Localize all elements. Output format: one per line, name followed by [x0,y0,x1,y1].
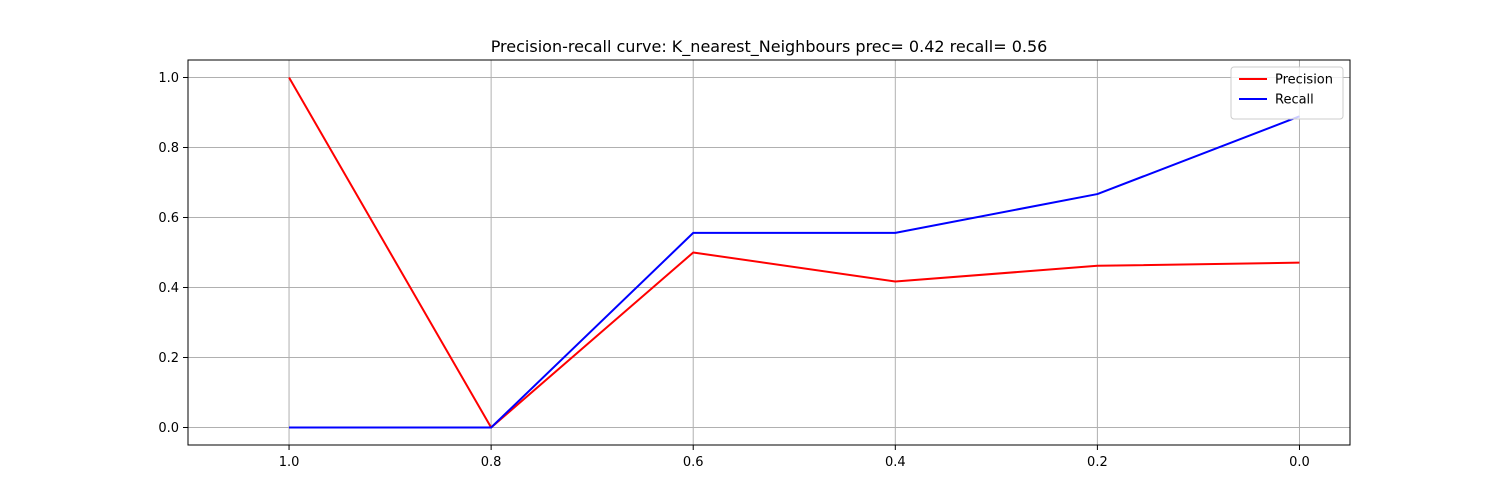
y-tick-label: 0.6 [158,211,179,226]
y-tick-label: 0.2 [158,351,179,366]
legend-label-precision: Precision [1275,73,1333,88]
x-tick-label: 1.0 [279,455,300,470]
y-tick-label: 0.0 [158,421,179,436]
tick-layer: 1.0 0.8 0.6 0.4 0.2 0.0 0.0 0.2 0.4 0.6 0.8 1.0 [158,71,1310,470]
series-line-precision [288,76,1300,429]
x-tick-label: 0.0 [1289,455,1310,470]
grid-layer [188,60,1350,445]
legend-label-recall: Recall [1275,93,1314,108]
x-tick-label: 0.6 [683,455,704,470]
series-layer [288,76,1300,429]
x-tick-label: 0.2 [1087,455,1108,470]
x-tick-label: 0.4 [885,455,906,470]
y-tick-label: 0.8 [158,141,179,156]
y-tick-label: 1.0 [158,71,179,86]
x-tick-label: 0.8 [481,455,502,470]
plot-frame [187,59,1351,446]
series-line-recall [289,115,1300,429]
legend: Precision Recall [1230,66,1344,120]
y-tick-label: 0.4 [158,281,179,296]
chart-title: Precision-recall curve: K_nearest_Neighb… [491,37,1048,57]
